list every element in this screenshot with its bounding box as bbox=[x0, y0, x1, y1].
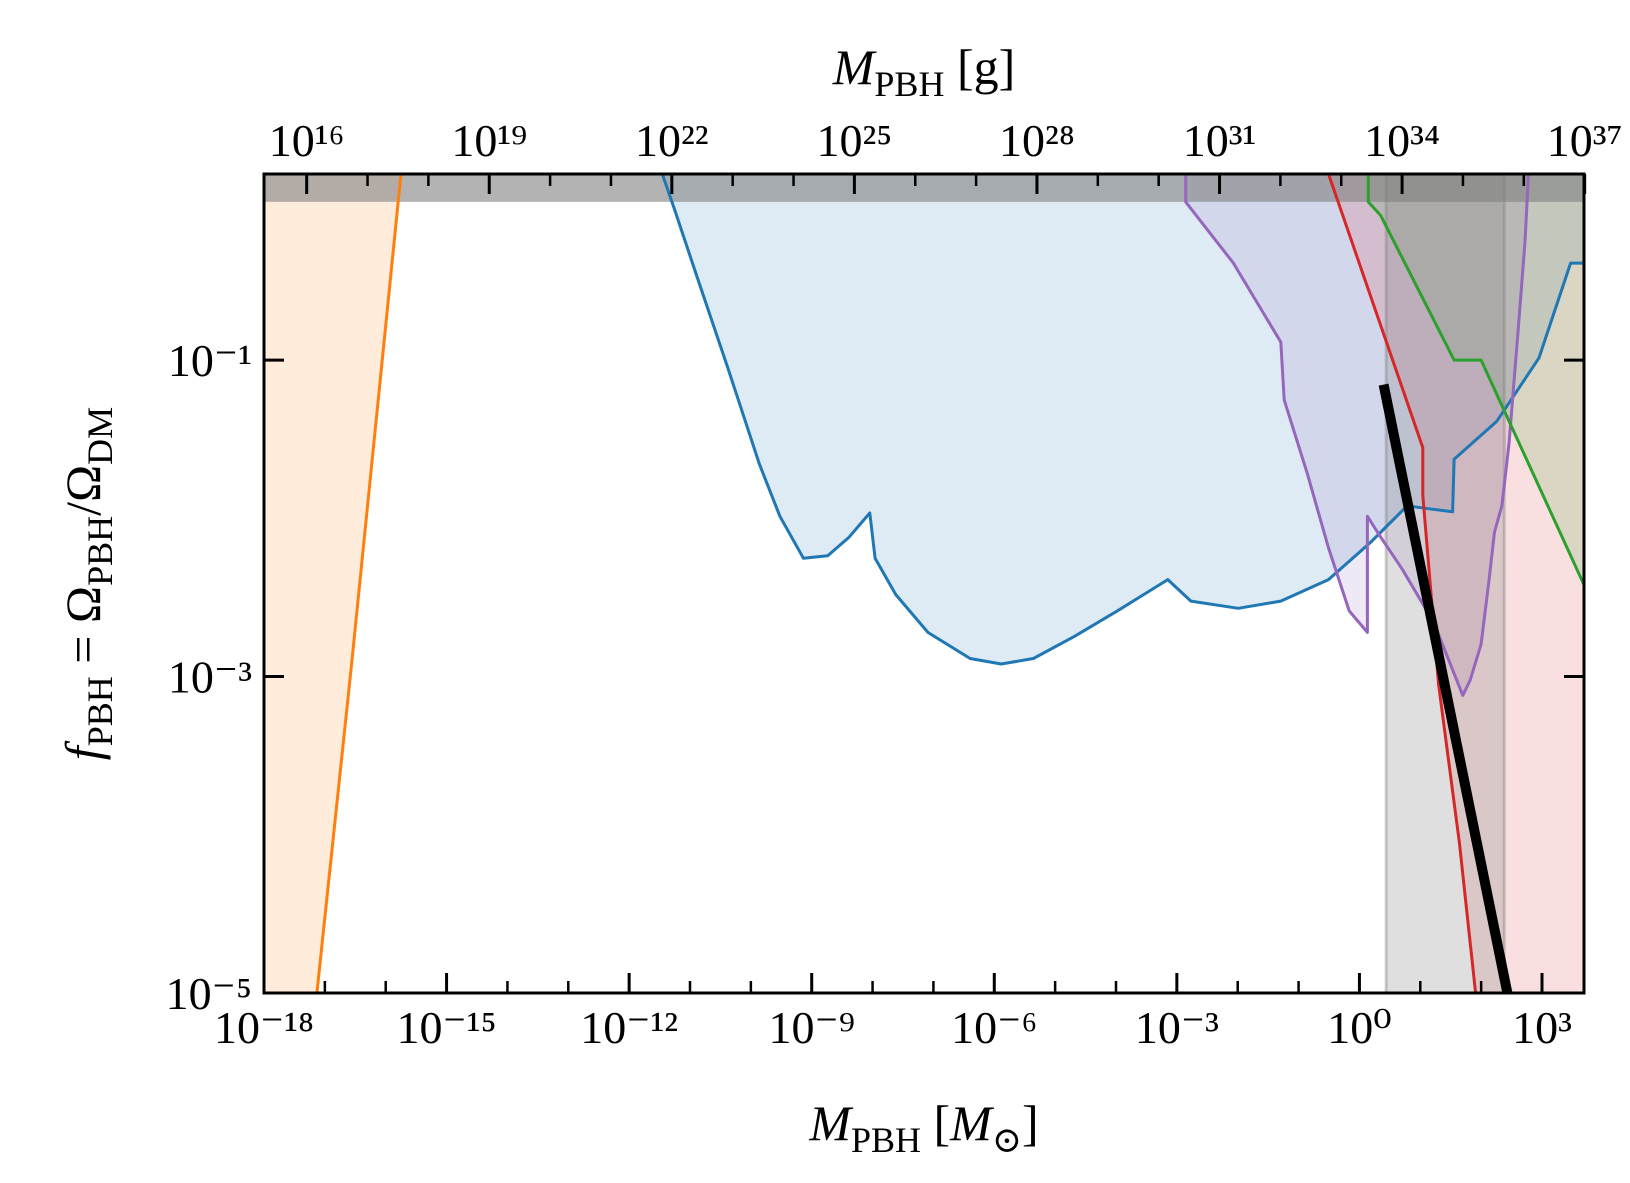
x-tick-label: 10⁻¹² bbox=[580, 1002, 678, 1053]
constraint-region bbox=[264, 174, 401, 993]
title-part: M bbox=[808, 1095, 853, 1151]
constraint-line bbox=[1366, 174, 1584, 586]
x-tick-label: 10⁻¹⁵ bbox=[397, 1002, 497, 1053]
title-part: PBH bbox=[80, 516, 120, 586]
x2-tick-label: 10³⁷ bbox=[1547, 115, 1623, 166]
title-part: [ bbox=[921, 1095, 950, 1151]
x-tick-label: 10⁰ bbox=[1327, 1002, 1391, 1053]
x-tick-label: 10³ bbox=[1512, 1002, 1572, 1053]
title-part: PBH bbox=[874, 64, 944, 104]
x2-axis-title: MPBH [g] bbox=[832, 39, 1016, 104]
x2-tick-label: 10³⁴ bbox=[1364, 115, 1440, 166]
constraint-region bbox=[1368, 174, 1584, 585]
constraint-line bbox=[660, 174, 1584, 666]
y-tick-label: 10⁻⁵ bbox=[166, 968, 252, 1019]
x2-tick-label: 10¹⁹ bbox=[451, 115, 527, 166]
plot-area bbox=[264, 174, 1584, 993]
title-part: ] bbox=[1022, 1095, 1039, 1151]
title-part: /Ω bbox=[55, 465, 111, 516]
x2-tick-label: 10³¹ bbox=[1183, 115, 1257, 166]
x-tick-label: 10⁻⁶ bbox=[951, 1002, 1037, 1053]
constraint-region bbox=[1185, 174, 1529, 696]
x-tick-label: 10⁻¹⁸ bbox=[214, 1002, 314, 1053]
shaded-band bbox=[264, 174, 1584, 202]
x-tick-label: 10⁻⁹ bbox=[769, 1002, 855, 1053]
title-part: M bbox=[949, 1095, 994, 1151]
x-axis-title: MPBH [M⊙] bbox=[808, 1095, 1038, 1160]
x2-tick-label: 10²⁸ bbox=[999, 115, 1075, 166]
title-part: M bbox=[832, 39, 877, 95]
constraint-line bbox=[315, 174, 403, 993]
plot-frame bbox=[262, 172, 1586, 995]
title-part: ⊙ bbox=[992, 1120, 1022, 1160]
axes: 10⁻¹⁸ 10⁻¹⁵ 10⁻¹² 10⁻⁹ 10⁻⁶ 10⁻³ 10⁰ 10³ 10¹⁶ 10¹… bbox=[55, 39, 1623, 1160]
x-tick-label: 10⁻³ bbox=[1135, 1002, 1219, 1053]
x2-tick-label: 10²² bbox=[635, 115, 709, 166]
title-part: [g] bbox=[944, 39, 1015, 95]
title-part: PBH bbox=[851, 1120, 921, 1160]
constraint-region bbox=[1328, 174, 1584, 993]
title-part: PBH bbox=[80, 676, 120, 746]
constraint-line bbox=[1378, 383, 1513, 993]
y-tick-label: 10⁻³ bbox=[168, 652, 252, 703]
title-part: DM bbox=[80, 407, 120, 465]
constraint-region bbox=[662, 174, 1584, 665]
constraint-line bbox=[1184, 174, 1530, 697]
constraint-line bbox=[1327, 174, 1478, 993]
title-part: = Ω bbox=[55, 586, 111, 676]
x2-tick-label: 10¹⁶ bbox=[269, 115, 345, 166]
y-tick-label: 10⁻¹ bbox=[168, 335, 252, 386]
y-axis-title: fPBH = ΩPBH/ΩDM bbox=[55, 407, 120, 760]
x2-tick-label: 10²⁵ bbox=[816, 115, 892, 166]
